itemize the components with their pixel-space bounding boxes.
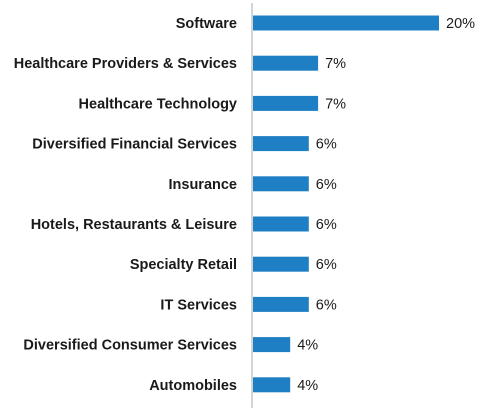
category-label: Diversified Financial Services [32, 137, 237, 153]
bar [253, 55, 319, 71]
value-label: 6% [316, 137, 337, 153]
value-label: 4% [297, 378, 318, 394]
category-label: Healthcare Technology [79, 96, 237, 112]
bar [253, 176, 309, 192]
bar [253, 377, 291, 393]
value-label: 6% [316, 217, 337, 233]
bar [253, 337, 291, 353]
category-label: Hotels, Restaurants & Leisure [31, 217, 237, 233]
category-label: Diversified Consumer Services [23, 338, 237, 354]
category-label: IT Services [160, 297, 237, 313]
category-label: Healthcare Providers & Services [14, 56, 237, 72]
value-label: 7% [325, 56, 346, 72]
value-label: 6% [316, 257, 337, 273]
value-label: 6% [316, 177, 337, 193]
value-label: 4% [297, 338, 318, 354]
bar [253, 256, 309, 272]
category-label: Automobiles [149, 378, 237, 394]
bar [253, 95, 319, 111]
value-label: 20% [446, 16, 475, 32]
category-label: Software [176, 16, 237, 32]
category-label: Specialty Retail [130, 257, 237, 273]
bar [253, 296, 309, 312]
bars-group: Software 20% Healthcare Providers & Servic… [14, 15, 475, 394]
category-label: Insurance [169, 177, 238, 193]
value-label: 7% [325, 96, 346, 112]
bar [253, 15, 439, 31]
value-label: 6% [316, 297, 337, 313]
bar [253, 216, 309, 232]
bar [253, 136, 309, 152]
